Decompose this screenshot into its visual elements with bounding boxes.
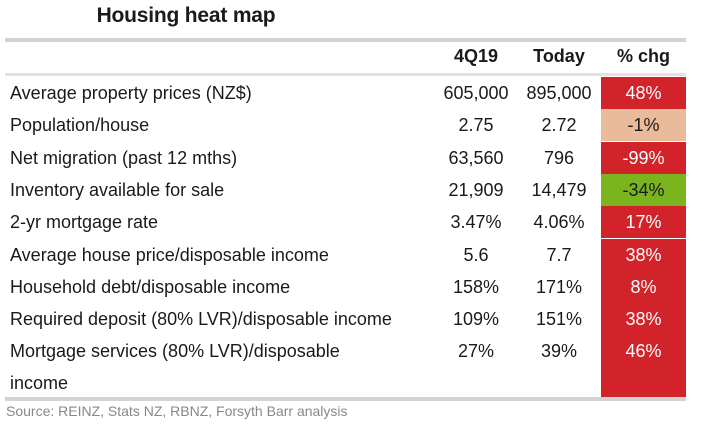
row-label: Household debt/disposable income: [10, 276, 291, 297]
row-label: Net migration (past 12 mths): [10, 147, 238, 168]
row-label: Population/house: [10, 115, 150, 136]
row-label: Inventory available for sale: [10, 179, 225, 200]
header-today: Today: [533, 46, 585, 66]
value-4q19: 158%: [452, 276, 500, 297]
table-row: Population/house 2.75 2.72 -1%: [0, 109, 712, 142]
pct-change-cell: -34%: [601, 173, 686, 206]
source-note: Source: REINZ, Stats NZ, RBNZ, Forsyth B…: [6, 403, 348, 419]
table-row: Average house price/disposable income 5.6…: [0, 238, 712, 271]
header-pct-change: % chg: [616, 46, 670, 66]
table-row: 2-yr mortgage rate 3.47% 4.06% 17%: [0, 206, 712, 239]
value-today: 171%: [535, 276, 583, 297]
value-today: 14,479: [531, 179, 587, 200]
header-rule: [5, 73, 686, 76]
table-row: Mortgage services (80% LVR)/disposable in…: [0, 335, 712, 400]
row-label: Mortgage services (80% LVR)/disposable: [10, 341, 340, 362]
value-4q19: 109%: [452, 309, 500, 330]
pct-change-cell: 17%: [601, 206, 686, 239]
value-today: 151%: [535, 309, 583, 330]
top-rule: [5, 38, 686, 42]
table-row: Required deposit (80% LVR)/disposable in…: [0, 303, 712, 336]
table-row: Net migration (past 12 mths) 63,560 796 -99…: [0, 141, 712, 174]
pct-change-cell: 8%: [601, 270, 686, 303]
row-label: Average house price/disposable income: [10, 244, 329, 265]
value-today: 796: [543, 147, 575, 168]
pct-change-cell: -99%: [601, 141, 686, 174]
row-label: 2-yr mortgage rate: [10, 212, 159, 233]
pct-change-cell: 38%: [601, 238, 686, 271]
value-4q19: 3.47%: [450, 212, 502, 233]
value-today: 895,000: [526, 83, 592, 103]
pct-change-cell: -1%: [601, 109, 686, 142]
value-today: 2.72: [541, 115, 577, 136]
value-4q19: 63,560: [448, 147, 504, 168]
value-today: 4.06%: [533, 212, 585, 233]
row-label-line2: income: [10, 373, 69, 394]
value-4q19: 5.6: [463, 244, 489, 265]
table-row: Average property prices (NZ$) 605,000 895,…: [0, 77, 712, 109]
row-label: Required deposit (80% LVR)/disposable in…: [10, 309, 392, 330]
value-4q19: 27%: [457, 341, 495, 362]
value-today: 7.7: [546, 244, 572, 265]
row-label: Average property prices (NZ$): [10, 83, 252, 103]
value-today: 39%: [540, 341, 578, 362]
table-row: Inventory available for sale 21,909 14,479…: [0, 173, 712, 206]
bottom-rule: [5, 397, 686, 401]
header-4q19: 4Q19: [453, 46, 499, 66]
value-4q19: 2.75: [458, 115, 494, 136]
value-4q19: 21,909: [448, 179, 504, 200]
value-4q19: 605,000: [443, 83, 509, 103]
pct-change-cell: 38%: [601, 303, 686, 336]
table-title: Housing heat map: [96, 4, 276, 27]
pct-change-cell: 46%: [601, 335, 686, 400]
table-row: Household debt/disposable income 158% 171%…: [0, 270, 712, 303]
pct-change-cell: 48%: [601, 77, 686, 109]
